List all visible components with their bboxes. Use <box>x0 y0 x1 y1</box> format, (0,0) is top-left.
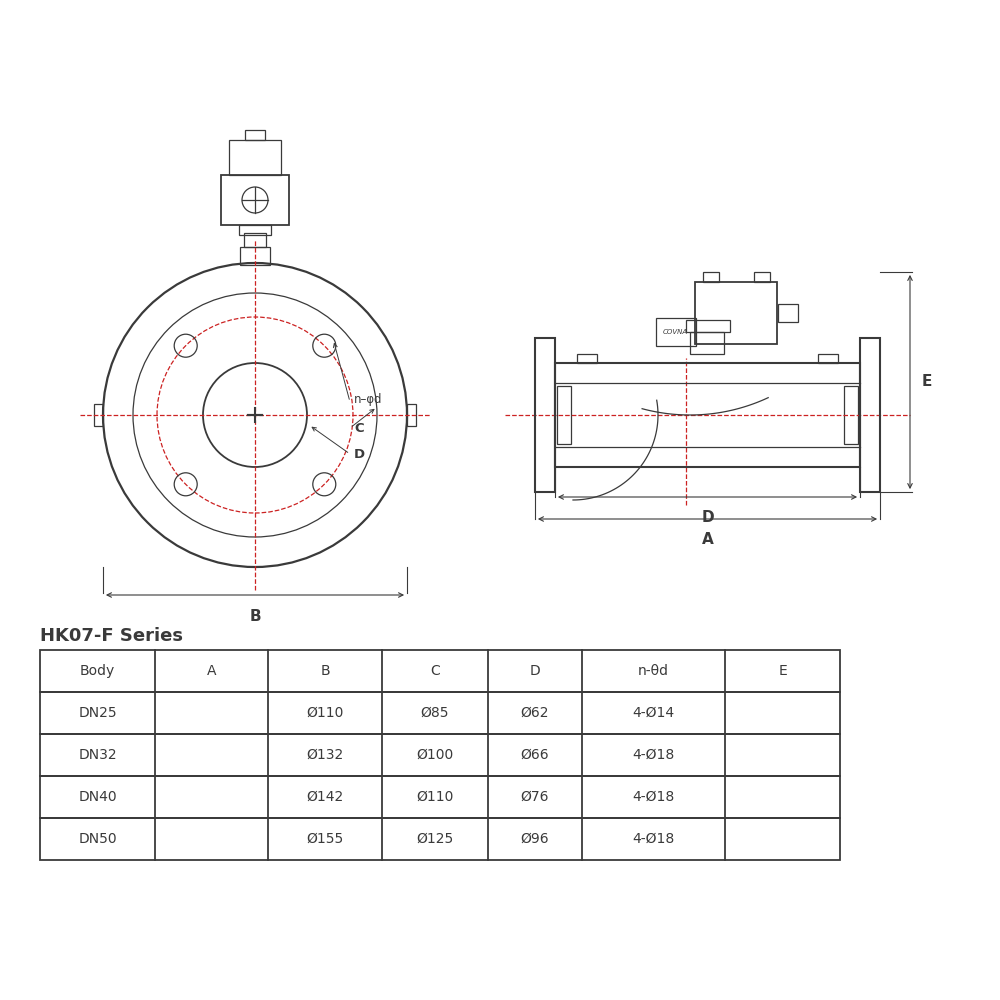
Text: 4-Ø18: 4-Ø18 <box>632 790 675 804</box>
Bar <box>778 304 798 322</box>
Text: Ø96: Ø96 <box>521 832 549 846</box>
Bar <box>94 404 103 426</box>
Text: A: A <box>207 664 216 678</box>
Bar <box>40 692 840 734</box>
Text: C: C <box>354 422 364 434</box>
Text: Body: Body <box>80 664 115 678</box>
Text: B: B <box>249 609 261 624</box>
Bar <box>407 404 416 426</box>
Bar <box>690 332 724 354</box>
Text: Ø76: Ø76 <box>521 790 549 804</box>
Bar <box>221 175 289 225</box>
Text: DN50: DN50 <box>78 832 117 846</box>
Text: Ø155: Ø155 <box>306 832 344 846</box>
Text: COVNA: COVNA <box>663 329 688 335</box>
Bar <box>844 386 858 444</box>
Text: Ø142: Ø142 <box>306 790 344 804</box>
Text: Ø66: Ø66 <box>521 748 549 762</box>
Bar <box>754 272 770 282</box>
Text: n–φd: n–φd <box>354 393 382 406</box>
Bar <box>695 282 777 344</box>
Text: 4-Ø18: 4-Ø18 <box>632 748 675 762</box>
Text: Ø125: Ø125 <box>416 832 454 846</box>
Text: 4-Ø18: 4-Ø18 <box>632 832 675 846</box>
Text: 4-Ø14: 4-Ø14 <box>632 706 675 720</box>
Text: DN25: DN25 <box>78 706 117 720</box>
Bar <box>239 225 271 235</box>
Text: C: C <box>430 664 440 678</box>
Text: Ø110: Ø110 <box>306 706 344 720</box>
Bar <box>656 318 696 346</box>
Text: DN32: DN32 <box>78 748 117 762</box>
Text: Ø62: Ø62 <box>521 706 549 720</box>
Text: D: D <box>530 664 540 678</box>
Text: DN40: DN40 <box>78 790 117 804</box>
Bar <box>40 650 840 692</box>
Text: Ø100: Ø100 <box>416 748 454 762</box>
Bar <box>40 818 840 860</box>
Bar <box>535 338 555 492</box>
Bar <box>40 776 840 818</box>
Text: D: D <box>701 510 714 525</box>
Text: Ø110: Ø110 <box>416 790 454 804</box>
Text: E: E <box>778 664 787 678</box>
Bar <box>245 130 265 140</box>
Text: D: D <box>354 448 365 460</box>
Bar <box>244 233 266 247</box>
Text: Ø85: Ø85 <box>421 706 449 720</box>
Bar <box>686 320 730 332</box>
Bar <box>702 272 718 282</box>
Text: Ø132: Ø132 <box>306 748 344 762</box>
Bar <box>240 247 270 265</box>
Bar <box>577 354 597 363</box>
Text: B: B <box>320 664 330 678</box>
Bar <box>229 140 281 175</box>
Bar <box>860 338 880 492</box>
Text: A: A <box>702 532 713 547</box>
Bar <box>555 363 860 467</box>
Text: HK07-F Series: HK07-F Series <box>40 627 183 645</box>
Bar <box>40 734 840 776</box>
Text: n-θd: n-θd <box>638 664 669 678</box>
Bar <box>818 354 838 363</box>
Text: E: E <box>922 374 932 389</box>
Bar <box>557 386 571 444</box>
